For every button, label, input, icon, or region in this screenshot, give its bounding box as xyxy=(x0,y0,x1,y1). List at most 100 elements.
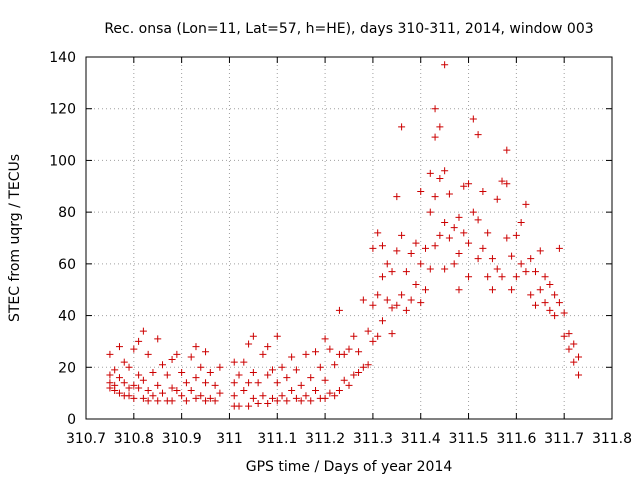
data-point xyxy=(488,286,496,294)
data-point xyxy=(393,247,401,255)
data-point xyxy=(273,332,281,340)
data-point xyxy=(321,376,329,384)
data-point xyxy=(541,299,549,307)
data-point xyxy=(283,374,291,382)
data-point xyxy=(536,247,544,255)
data-point xyxy=(378,317,386,325)
data-point xyxy=(503,146,511,154)
data-point xyxy=(202,379,210,387)
chart-title: Rec. onsa (Lon=11, Lat=57, h=HE), days 3… xyxy=(104,21,593,37)
data-point xyxy=(388,330,396,338)
data-point xyxy=(445,190,453,198)
data-point xyxy=(455,250,463,258)
data-point xyxy=(426,265,434,273)
data-point xyxy=(187,387,195,395)
data-point xyxy=(575,353,583,361)
data-point xyxy=(197,363,205,371)
data-point xyxy=(297,381,305,389)
data-point xyxy=(206,368,214,376)
data-point xyxy=(359,363,367,371)
data-point xyxy=(335,387,343,395)
data-point xyxy=(178,368,186,376)
data-point xyxy=(168,397,176,405)
data-point xyxy=(192,394,200,402)
data-point xyxy=(115,389,123,397)
y-tick-label: 80 xyxy=(58,205,76,221)
data-point xyxy=(307,397,315,405)
x-tick-label: 311.2 xyxy=(305,431,345,447)
data-point xyxy=(125,384,133,392)
data-point xyxy=(297,397,305,405)
data-point xyxy=(130,381,138,389)
data-point xyxy=(278,363,286,371)
data-point xyxy=(139,327,147,335)
data-point xyxy=(230,379,238,387)
data-point xyxy=(192,374,200,382)
data-point xyxy=(455,213,463,221)
data-point xyxy=(182,379,190,387)
data-point xyxy=(120,358,128,366)
data-point xyxy=(479,187,487,195)
y-tick-label: 20 xyxy=(58,360,76,376)
data-point xyxy=(522,268,530,276)
data-point xyxy=(139,376,147,384)
y-axis-label: STEC from uqrg / TECUs xyxy=(7,154,23,322)
data-point xyxy=(436,123,444,131)
data-point xyxy=(154,381,162,389)
data-point xyxy=(173,350,181,358)
data-point xyxy=(206,394,214,402)
data-point xyxy=(388,268,396,276)
data-point xyxy=(441,218,449,226)
data-point xyxy=(527,291,535,299)
data-point xyxy=(374,291,382,299)
data-point xyxy=(130,345,138,353)
data-point xyxy=(551,291,559,299)
data-point xyxy=(565,330,573,338)
data-point xyxy=(312,387,320,395)
data-point xyxy=(398,231,406,239)
data-point xyxy=(355,348,363,356)
data-point xyxy=(111,387,119,395)
data-point xyxy=(135,337,143,345)
data-point xyxy=(465,273,473,281)
data-point xyxy=(340,376,348,384)
data-point xyxy=(441,167,449,175)
x-tick-label: 311.5 xyxy=(448,431,488,447)
data-point xyxy=(350,332,358,340)
data-point xyxy=(321,394,329,402)
data-point xyxy=(436,175,444,183)
data-point xyxy=(412,239,420,247)
data-point xyxy=(469,208,477,216)
data-point xyxy=(331,392,339,400)
data-point xyxy=(402,268,410,276)
data-point xyxy=(546,281,554,289)
x-tick-label: 311.8 xyxy=(592,431,632,447)
data-point xyxy=(560,309,568,317)
data-point xyxy=(445,234,453,242)
data-point xyxy=(498,273,506,281)
data-point xyxy=(216,389,224,397)
y-tick-label: 100 xyxy=(49,153,76,169)
data-point xyxy=(211,381,219,389)
x-tick-label: 311.3 xyxy=(353,431,393,447)
data-point xyxy=(182,397,190,405)
x-tick-label: 311 xyxy=(216,431,243,447)
data-point xyxy=(517,260,525,268)
x-axis-label: GPS time / Days of year 2014 xyxy=(246,459,453,475)
data-point xyxy=(316,363,324,371)
data-point xyxy=(154,397,162,405)
data-point xyxy=(264,371,272,379)
data-point xyxy=(350,371,358,379)
y-tick-label: 40 xyxy=(58,309,76,325)
data-point xyxy=(474,216,482,224)
data-point xyxy=(374,229,382,237)
data-point xyxy=(163,371,171,379)
data-point xyxy=(551,312,559,320)
data-point xyxy=(240,358,248,366)
data-point xyxy=(168,384,176,392)
data-point xyxy=(441,265,449,273)
data-point xyxy=(575,371,583,379)
data-point xyxy=(125,392,133,400)
data-point xyxy=(398,291,406,299)
